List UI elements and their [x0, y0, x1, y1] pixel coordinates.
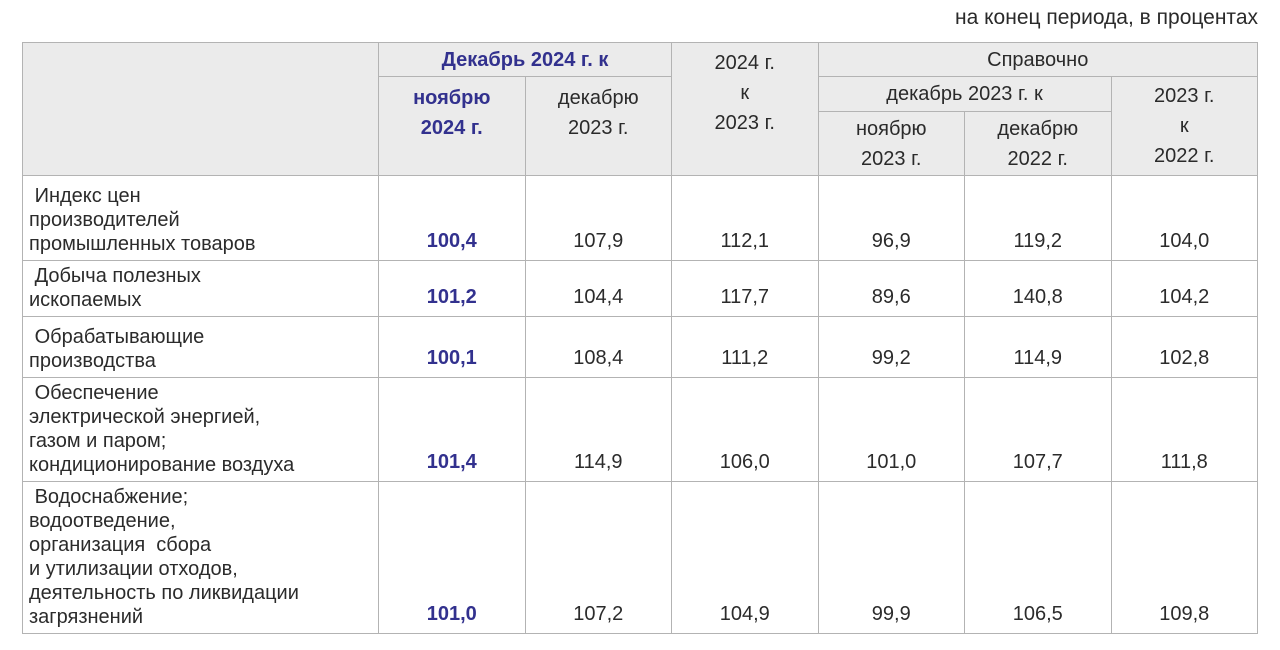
row-label: Индекс цен производителей промышленных т…: [22, 175, 379, 261]
value-cell: 89,6: [817, 260, 965, 317]
value-cell: 114,9: [964, 316, 1112, 378]
value-cell: 101,0: [378, 481, 526, 634]
value-cell: 99,2: [817, 316, 965, 378]
table-row-water-supply: Водоснабжение; водоотведение, организаци…: [22, 481, 1258, 634]
header-col-dec2022: декабрю 2022 г.: [964, 111, 1112, 176]
value-cell: 107,2: [524, 481, 672, 634]
value-cell: 106,5: [964, 481, 1112, 634]
value-cell: 104,9: [671, 481, 819, 634]
value-cell: 106,0: [671, 377, 819, 482]
value-cell: 96,9: [817, 175, 965, 261]
row-label: Обрабатывающие производства: [22, 316, 379, 378]
header-col-nov2023: ноябрю 2023 г.: [817, 111, 965, 176]
value-cell: 101,2: [378, 260, 526, 317]
header-row-1: Декабрь 2024 г. к 2024 г. к 2023 г. Спра…: [22, 42, 1258, 176]
producer-price-index-table: Декабрь 2024 г. к 2024 г. к 2023 г. Спра…: [22, 42, 1258, 634]
row-label: Добыча полезных ископаемых: [22, 260, 379, 317]
value-cell: 99,9: [817, 481, 965, 634]
value-cell: 101,4: [378, 377, 526, 482]
header-col-2024-to-2023: 2024 г. к 2023 г.: [671, 42, 819, 176]
value-cell: 107,7: [964, 377, 1112, 482]
corner-cell: [22, 42, 379, 176]
value-cell: 117,7: [671, 260, 819, 317]
value-cell: 100,4: [378, 175, 526, 261]
value-cell: 104,0: [1110, 175, 1258, 261]
header-group-spravochno: Справочно: [817, 42, 1258, 77]
row-label: Обеспечение электрической энергией, газо…: [22, 377, 379, 482]
header-col-nov2024: ноябрю 2024 г.: [378, 76, 526, 176]
header-row-3: ноябрю 2023 г. декабрю 2022 г.: [23, 111, 1258, 176]
table-row-industrial-index: Индекс цен производителей промышленных т…: [22, 175, 1258, 261]
value-cell: 111,8: [1110, 377, 1258, 482]
value-cell: 109,8: [1110, 481, 1258, 634]
value-cell: 104,2: [1110, 260, 1258, 317]
row-label: Водоснабжение; водоотведение, организаци…: [22, 481, 379, 634]
header-col-2023-to-2022: 2023 г. к 2022 г.: [1110, 76, 1258, 176]
value-cell: 114,9: [524, 377, 672, 482]
header-row-2: ноябрю 2024 г. декабрю 2023 г. декабрь 2…: [23, 76, 1258, 176]
value-cell: 108,4: [524, 316, 672, 378]
table-body: Индекс цен производителей промышленных т…: [22, 175, 1258, 634]
value-cell: 112,1: [671, 175, 819, 261]
value-cell: 102,8: [1110, 316, 1258, 378]
value-cell: 107,9: [524, 175, 672, 261]
table-row-energy: Обеспечение электрической энергией, газо…: [22, 377, 1258, 482]
table-header: Декабрь 2024 г. к 2024 г. к 2023 г. Спра…: [22, 42, 1258, 176]
value-cell: 119,2: [964, 175, 1112, 261]
header-group-dec2024: Декабрь 2024 г. к: [378, 42, 672, 77]
value-cell: 111,2: [671, 316, 819, 378]
value-cell: 101,0: [817, 377, 965, 482]
header-group-dec2023: декабрь 2023 г. к: [817, 76, 1112, 112]
table-row-mining: Добыча полезных ископаемых 101,2 104,4 1…: [22, 260, 1258, 317]
header-col-dec2023: декабрю 2023 г.: [524, 76, 672, 176]
value-cell: 100,1: [378, 316, 526, 378]
table-row-manufacturing: Обрабатывающие производства 100,1 108,4 …: [22, 316, 1258, 378]
value-cell: 104,4: [524, 260, 672, 317]
table-caption: на конец периода, в процентах: [955, 6, 1258, 29]
value-cell: 140,8: [964, 260, 1112, 317]
